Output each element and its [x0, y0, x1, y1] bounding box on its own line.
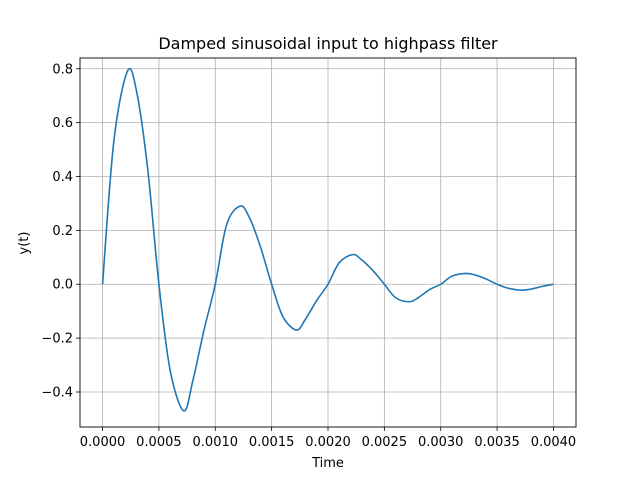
grid-lines — [80, 58, 576, 427]
y-tick-label: 0.6 — [52, 116, 73, 131]
x-axis-label: Time — [311, 456, 344, 471]
x-tick-label: 0.0010 — [193, 435, 239, 450]
y-tick-label: 0.4 — [52, 170, 73, 185]
y-axis-label: y(t) — [17, 232, 32, 255]
x-tick-label: 0.0015 — [249, 435, 295, 450]
x-tick-label: 0.0005 — [136, 435, 182, 450]
x-tick-label: 0.0000 — [80, 435, 126, 450]
x-tick-label: 0.0020 — [305, 435, 351, 450]
y-tick-label: −0.4 — [41, 385, 73, 400]
y-tick-label: 0.0 — [52, 278, 73, 293]
plot-area — [101, 67, 554, 412]
x-tick-label: 0.0030 — [418, 435, 464, 450]
y-tick-label: 0.2 — [52, 224, 73, 239]
x-tick-label: 0.0025 — [362, 435, 408, 450]
x-tick-label: 0.0040 — [531, 435, 577, 450]
x-tick-label: 0.0035 — [474, 435, 520, 450]
chart-title: Damped sinusoidal input to highpass filt… — [158, 34, 498, 53]
y-axis-ticks: −0.4 −0.2 0.0 0.2 0.4 0.6 0.8 — [41, 62, 80, 400]
y-tick-label: −0.2 — [41, 332, 73, 347]
x-axis-ticks: 0.0000 0.0005 0.0010 0.0015 0.0020 0.0025 0.00… — [80, 427, 576, 450]
y-tick-label: 0.8 — [52, 62, 73, 77]
series-line-0 — [101, 67, 554, 412]
